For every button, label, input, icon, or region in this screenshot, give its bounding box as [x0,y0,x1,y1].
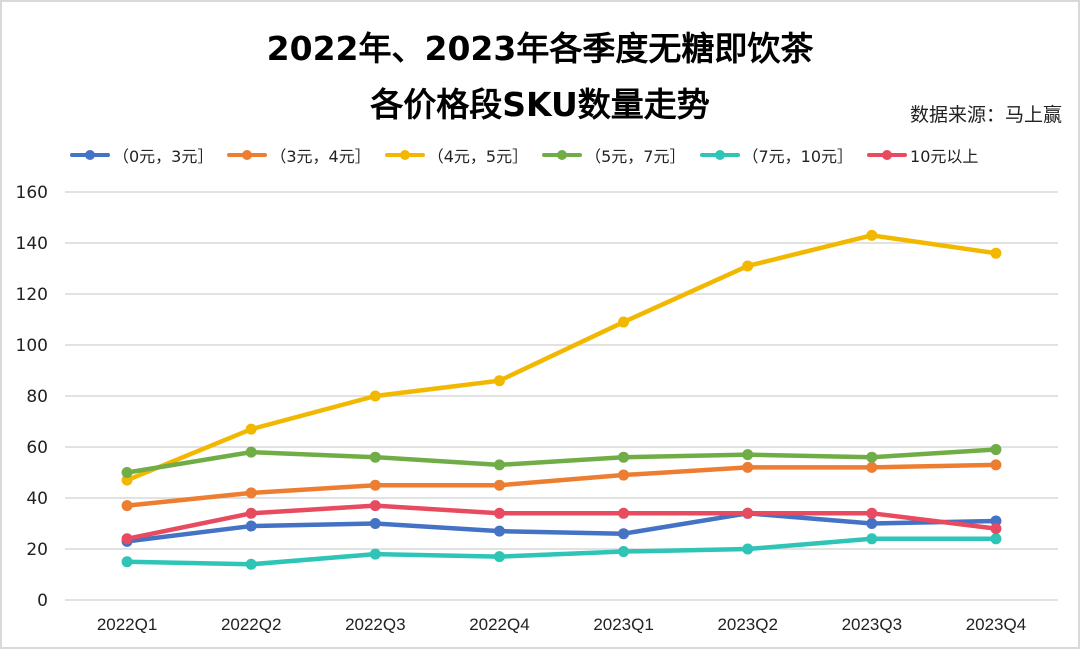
data-point [990,533,1002,545]
data-point [121,474,133,486]
series-line [124,511,999,544]
data-point [245,520,257,532]
data-point [866,461,878,473]
legend-line-marker-icon [227,149,268,161]
data-point [866,229,878,241]
data-point [493,507,505,519]
legend-item: （4元，5元］ [384,143,529,167]
legend-label: （4元，5元］ [427,147,529,166]
y-tick-label: 60 [26,438,48,458]
data-point [245,423,257,435]
data-point [369,548,381,560]
x-tick-label: 2022Q3 [345,615,406,634]
data-point [742,449,754,461]
data-point [742,461,754,473]
legend-line-marker-icon [699,149,740,161]
legend-label: （5元，7元］ [585,147,686,166]
data-point [618,528,630,540]
data-point [990,523,1002,535]
data-point [369,479,381,491]
data-point [618,507,630,519]
data-point [245,507,257,519]
data-point [369,451,381,463]
data-point [369,390,381,402]
legend-label: （7元，10元］ [742,147,854,166]
x-tick-label: 2023Q2 [717,615,778,634]
y-tick-label: 120 [16,285,48,305]
series-line [124,503,999,542]
legend-label: 10元以上 [910,147,979,166]
legend-line-marker-icon [70,149,110,161]
data-point [866,533,878,545]
y-tick-label: 0 [37,591,48,611]
x-tick-label: 2023Q1 [593,615,654,634]
data-point [493,479,505,491]
data-point [493,375,505,387]
x-tick-label: 2022Q2 [221,615,282,634]
y-tick-label: 80 [26,387,48,407]
series-line [124,462,999,508]
y-tick-label: 100 [16,336,48,356]
series-line [124,233,999,483]
data-point [618,316,630,328]
data-point [866,507,878,519]
data-point [245,487,257,499]
legend-label: （0元，3元］ [113,147,214,166]
x-tick-label: 2023Q4 [966,615,1027,634]
chart-legend: （0元，3元］ （3元，4元］ （4元，5元］ （5元，7元］ （7元，10元］ 10元以… [70,143,992,167]
y-tick-label: 20 [26,540,48,560]
data-point [369,518,381,529]
data-point [866,451,878,463]
data-point [493,551,505,563]
data-point [618,451,630,463]
data-point [121,500,133,512]
data-point [742,543,754,555]
legend-line-marker-icon [384,149,425,161]
data-point [245,446,257,458]
legend-item: （5元，7元］ [542,143,686,167]
data-point [618,546,630,558]
legend-label: （3元，4元］ [270,147,371,166]
data-source-note: 数据来源：马上赢 [909,104,1062,126]
data-point [866,518,878,529]
y-tick-label: 40 [26,489,48,509]
data-point [121,533,133,545]
data-point [493,525,505,537]
data-point [990,444,1002,456]
y-tick-label: 160 [16,183,48,203]
series-line [124,536,999,567]
data-point [121,467,133,478]
x-tick-label: 2022Q4 [469,615,530,634]
legend-item: （3元，4元］ [227,143,371,167]
y-tick-label: 140 [16,234,48,254]
data-point [121,556,133,568]
series-line [124,447,999,475]
legend-item: 10元以上 [867,143,978,167]
legend-item: （7元，10元］ [699,143,854,167]
data-point [742,260,754,272]
x-tick-label: 2023Q3 [842,615,903,634]
data-point [493,459,505,471]
legend-line-marker-icon [542,149,583,161]
data-point [245,558,257,570]
data-point [990,459,1002,471]
data-point [990,515,1002,527]
legend-item: （0元，3元］ [70,143,213,167]
data-point [618,469,630,481]
chart-title-line1: 2022年、2023年各季度无糖即饮茶 [266,29,814,68]
legend-line-marker-icon [867,149,908,161]
data-point [742,507,754,519]
x-tick-label: 2022Q1 [97,615,158,634]
data-point [369,500,381,512]
chart-title-line2: 各价格段SKU数量走势 [370,85,710,124]
data-point [990,247,1002,259]
